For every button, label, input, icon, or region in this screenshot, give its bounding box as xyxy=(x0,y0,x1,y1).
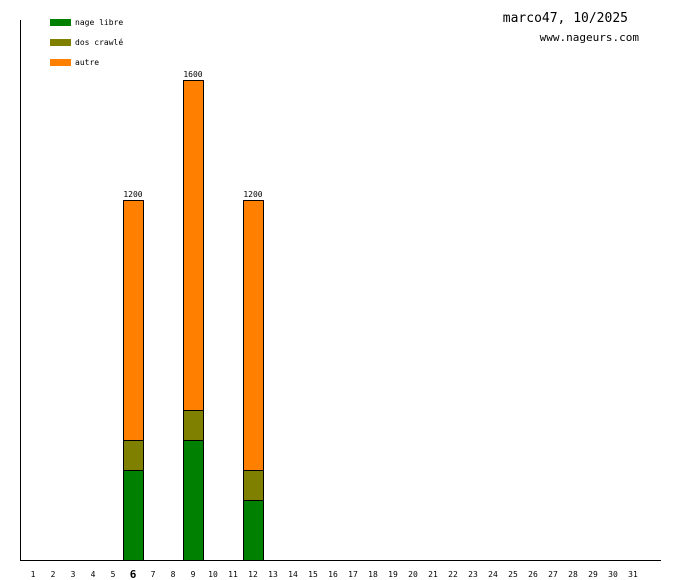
site-url: www.nageurs.com xyxy=(540,31,640,44)
bars-layer xyxy=(123,80,264,561)
bar-segment-dos-crawlé-day-9 xyxy=(183,410,204,441)
bar-segment-autre-day-12 xyxy=(243,200,264,471)
x-tick-label-22: 22 xyxy=(448,570,458,579)
x-tick-label-6: 6 xyxy=(130,568,137,580)
bar-segment-autre-day-9 xyxy=(183,80,204,411)
total-label-day-12: 1200 xyxy=(243,190,262,199)
bar-segment-nage-libre-day-6 xyxy=(123,470,144,561)
x-tick-label-7: 7 xyxy=(151,570,156,579)
total-label-day-9: 1600 xyxy=(183,70,202,79)
x-tick-label-17: 17 xyxy=(348,570,358,579)
bar-segment-nage-libre-day-9 xyxy=(183,440,204,561)
x-tick-label-4: 4 xyxy=(91,570,96,579)
x-tick-label-21: 21 xyxy=(428,570,438,579)
x-tick-label-11: 11 xyxy=(228,570,238,579)
x-tick-label-12: 12 xyxy=(248,570,258,579)
legend-label-autre: autre xyxy=(75,58,99,67)
bar-segment-autre-day-6 xyxy=(123,200,144,441)
chart-title: marco47, 10/2025 xyxy=(503,11,628,26)
legend: nage libre dos crawlé autre xyxy=(50,18,123,67)
x-tick-label-31: 31 xyxy=(628,570,638,579)
bar-segment-nage-libre-day-12 xyxy=(243,500,264,561)
x-tick-label-9: 9 xyxy=(191,570,196,579)
x-tick-label-8: 8 xyxy=(171,570,176,579)
legend-swatch-dos-crawle xyxy=(50,39,71,46)
bar-segment-dos-crawlé-day-6 xyxy=(123,440,144,471)
legend-swatch-nage-libre xyxy=(50,19,71,26)
x-tick-label-29: 29 xyxy=(588,570,598,579)
x-tick-label-25: 25 xyxy=(508,570,518,579)
x-tick-label-30: 30 xyxy=(608,570,618,579)
x-tick-label-16: 16 xyxy=(328,570,338,579)
x-tick-label-27: 27 xyxy=(548,570,558,579)
legend-swatch-autre xyxy=(50,59,71,66)
data-labels-layer: 1200 1600 1200 xyxy=(123,70,262,199)
x-tick-labels: 1 2 3 4 5 6 7 8 9 10 11 12 13 14 15 16 17 18 19 20 21 22 23 24 2… xyxy=(31,568,638,580)
x-tick-label-23: 23 xyxy=(468,570,478,579)
bar-segment-dos-crawlé-day-12 xyxy=(243,470,264,501)
x-tick-label-24: 24 xyxy=(488,570,498,579)
x-tick-label-1: 1 xyxy=(31,570,36,579)
x-tick-label-3: 3 xyxy=(71,570,76,579)
x-tick-label-28: 28 xyxy=(568,570,578,579)
x-tick-label-19: 19 xyxy=(388,570,398,579)
total-label-day-6: 1200 xyxy=(123,190,142,199)
x-tick-label-13: 13 xyxy=(268,570,278,579)
x-tick-label-18: 18 xyxy=(368,570,378,579)
x-tick-label-15: 15 xyxy=(308,570,318,579)
x-tick-label-10: 10 xyxy=(208,570,218,579)
legend-label-nage-libre: nage libre xyxy=(75,18,123,27)
x-tick-label-2: 2 xyxy=(51,570,56,579)
legend-label-dos-crawle: dos crawlé xyxy=(75,37,123,47)
x-tick-label-14: 14 xyxy=(288,570,298,579)
x-tick-label-26: 26 xyxy=(528,570,538,579)
x-tick-label-20: 20 xyxy=(408,570,418,579)
x-tick-label-5: 5 xyxy=(111,570,116,579)
